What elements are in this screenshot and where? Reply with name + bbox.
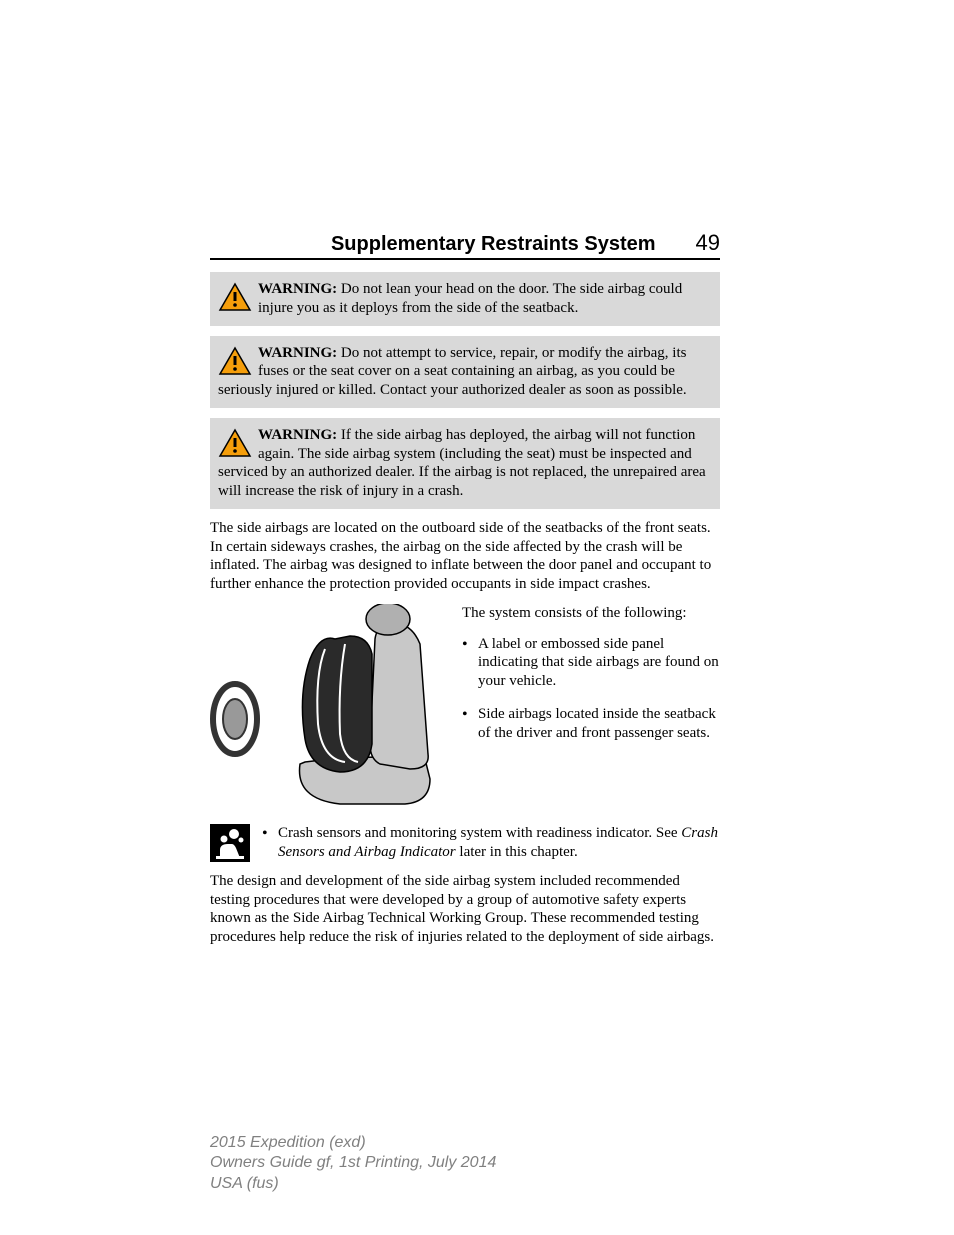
warning-box-1: WARNING: Do not lean your head on the do… bbox=[210, 272, 720, 326]
warning-box-3: WARNING: If the side airbag has deployed… bbox=[210, 418, 720, 509]
footer-line-3: USA (fus) bbox=[210, 1174, 496, 1195]
sensor-row: Crash sensors and monitoring system with… bbox=[210, 824, 720, 862]
footer-region-code: (fus) bbox=[247, 1175, 279, 1192]
footer-line-1: 2015 Expedition (exd) bbox=[210, 1133, 496, 1154]
footer-model: 2015 Expedition bbox=[210, 1134, 329, 1151]
warning-box-2: WARNING: Do not attempt to service, repa… bbox=[210, 336, 720, 408]
system-text: The system consists of the following: A … bbox=[462, 604, 720, 814]
footer-code: (exd) bbox=[329, 1134, 365, 1151]
warning-label: WARNING: bbox=[258, 427, 337, 443]
warning-label: WARNING: bbox=[258, 281, 337, 297]
page-content: Supplementary Restraints System 49 WARNI… bbox=[210, 230, 720, 957]
footer-line-2: Owners Guide gf, 1st Printing, July 2014 bbox=[210, 1153, 496, 1174]
body-paragraph-2: The design and development of the side a… bbox=[210, 872, 720, 947]
footer-region: USA bbox=[210, 1175, 247, 1192]
page-number: 49 bbox=[696, 230, 720, 256]
body-paragraph-1: The side airbags are located on the outb… bbox=[210, 519, 720, 594]
sensor-text: Crash sensors and monitoring system with… bbox=[262, 824, 720, 862]
warning-triangle-icon bbox=[218, 428, 252, 458]
warning-triangle-icon bbox=[218, 282, 252, 312]
seat-airbag-figure bbox=[210, 604, 450, 814]
sensor-text-post: later in this chapter. bbox=[456, 844, 578, 860]
page-footer: 2015 Expedition (exd) Owners Guide gf, 1… bbox=[210, 1133, 496, 1195]
warning-triangle-icon bbox=[218, 346, 252, 376]
page-header: Supplementary Restraints System 49 bbox=[210, 230, 720, 260]
system-section: The system consists of the following: A … bbox=[210, 604, 720, 814]
list-item: A label or embossed side panel indicatin… bbox=[462, 635, 720, 691]
section-title: Supplementary Restraints System bbox=[331, 233, 656, 256]
list-item: Side airbags located inside the seatback… bbox=[462, 705, 720, 743]
warning-label: WARNING: bbox=[258, 345, 337, 361]
system-intro: The system consists of the following: bbox=[462, 604, 720, 623]
sensor-text-pre: Crash sensors and monitoring system with… bbox=[278, 825, 681, 841]
system-bullet-list: A label or embossed side panel indicatin… bbox=[462, 635, 720, 743]
airbag-indicator-icon bbox=[210, 824, 250, 862]
